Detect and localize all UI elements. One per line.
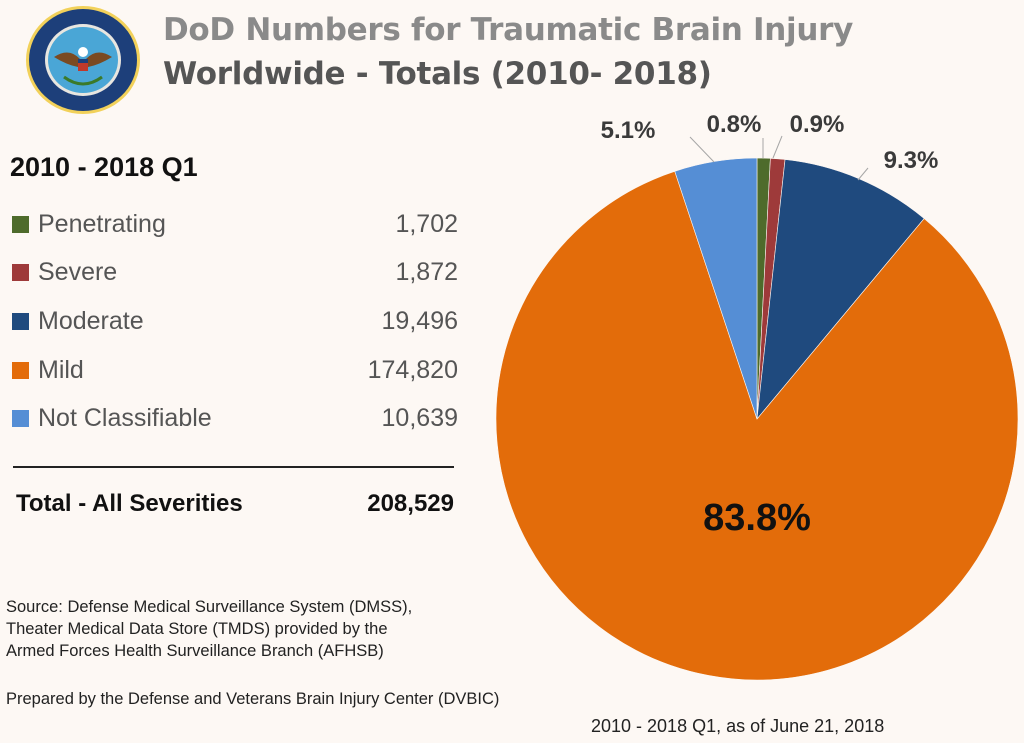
legend-label: Moderate [38, 306, 144, 335]
legend-swatch [12, 215, 29, 233]
legend-row-moderate: Moderate 19,496 [12, 297, 458, 346]
source-line: Theater Medical Data Store (TMDS) provid… [6, 620, 388, 638]
dod-seal-logo [26, 6, 140, 114]
leader-line [857, 167, 869, 181]
legend-label: Mild [38, 355, 84, 384]
title-line-2: Worldwide - Totals (2010- 2018) [163, 56, 712, 92]
source-line: Source: Defense Medical Surveillance Sys… [6, 598, 413, 616]
data-label-mild: 83.8% [703, 497, 811, 539]
legend-row-penetrating: Penetrating 1,702 [12, 200, 458, 249]
legend-value: 1,872 [395, 258, 458, 287]
legend-row-severe: Severe 1,872 [12, 249, 458, 298]
legend-swatch [12, 410, 29, 428]
total-label: Total - All Severities [16, 490, 243, 517]
period-heading: 2010 - 2018 Q1 [10, 152, 198, 182]
legend-label: Penetrating [38, 209, 166, 238]
legend-table: Penetrating 1,702 Severe 1,872 Moderate … [12, 200, 458, 443]
pie-slice-not-classifiable [674, 157, 758, 420]
data-label-moderate: 9.3% [884, 147, 939, 174]
legend-row-mild: Mild 174,820 [12, 346, 458, 395]
prepared-by-note: Prepared by the Defense and Veterans Bra… [6, 690, 500, 708]
legend-value: 1,702 [395, 209, 458, 238]
data-label-penetrating: 0.8% [707, 111, 762, 138]
total-value: 208,529 [367, 490, 454, 517]
legend-value: 10,639 [381, 404, 458, 433]
legend-swatch [12, 312, 29, 330]
legend-swatch [12, 361, 29, 379]
data-label-severe: 0.9% [790, 111, 845, 138]
leader-line [689, 136, 715, 163]
data-label-not-classifiable: 5.1% [601, 117, 656, 144]
legend-value: 174,820 [367, 355, 458, 384]
total-row: Total - All Severities 208,529 [16, 490, 454, 518]
legend-label: Severe [38, 258, 118, 287]
chart-title: DoD Numbers for Traumatic Brain Injury W… [163, 8, 853, 96]
legend-label: Not Classifiable [38, 404, 212, 433]
source-note: Source: Defense Medical Surveillance Sys… [6, 596, 412, 662]
total-divider [13, 466, 454, 468]
as-of-caption: 2010 - 2018 Q1, as of June 21, 2018 [591, 716, 885, 736]
legend-swatch [12, 264, 29, 282]
legend-value: 19,496 [381, 306, 458, 335]
source-line: Armed Forces Health Surveillance Branch … [6, 642, 384, 660]
legend-row-not-classifiable: Not Classifiable 10,639 [12, 394, 458, 443]
title-line-1: DoD Numbers for Traumatic Brain Injury [163, 12, 854, 48]
pie-slice-mild [495, 170, 1019, 681]
leader-line [772, 135, 783, 159]
